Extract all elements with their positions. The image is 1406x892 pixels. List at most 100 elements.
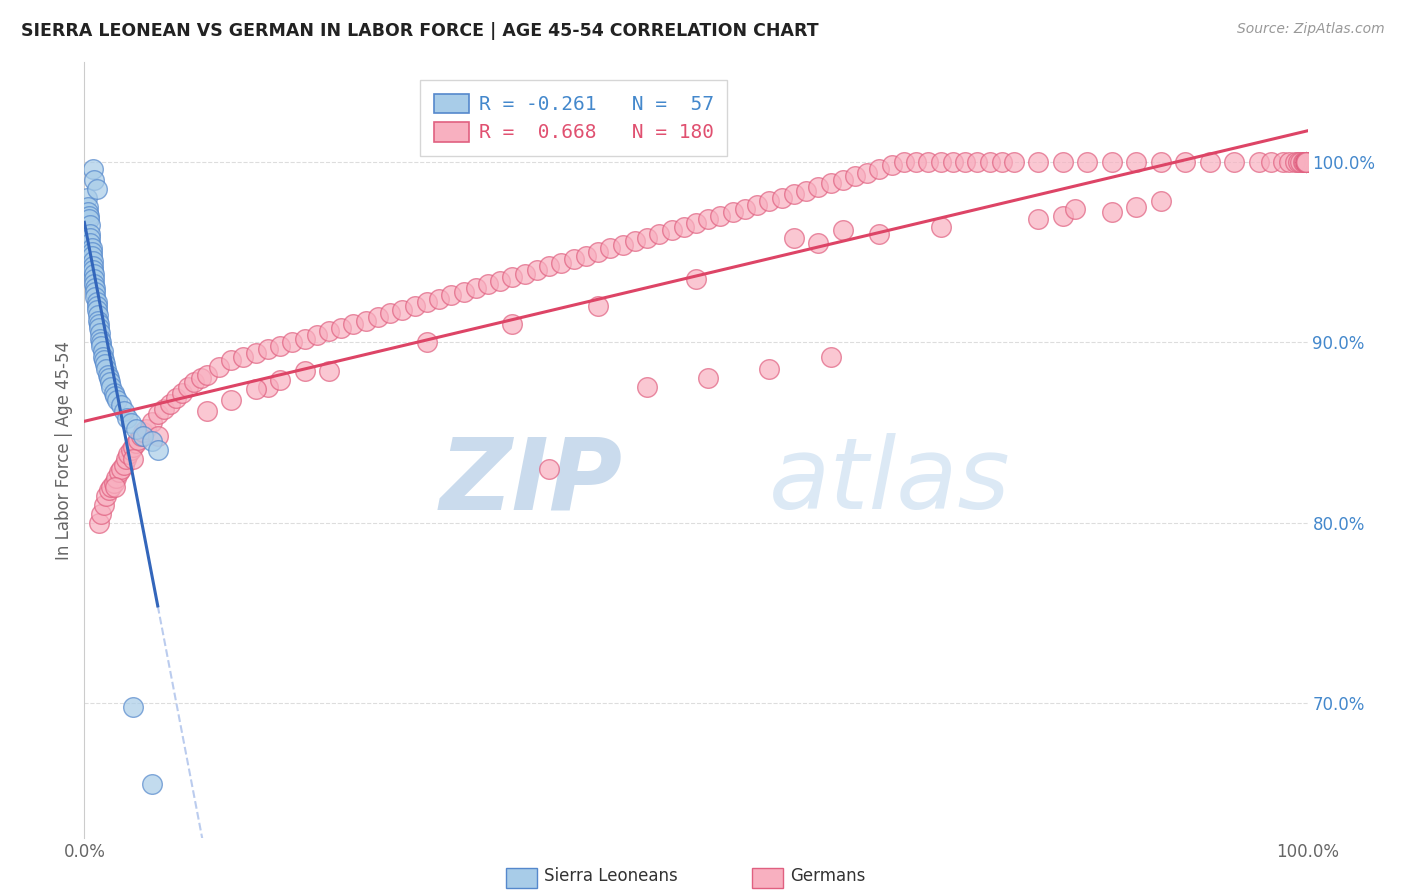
Point [342,317,364,331]
Point [86,299,108,313]
Point [1295,154,1317,169]
Point [83,173,105,187]
Point [844,169,866,183]
Point [685,272,707,286]
Point [91,350,114,364]
Point [869,161,891,176]
Point [77,209,100,223]
Point [526,263,548,277]
Point [153,401,176,416]
Point [100,380,122,394]
Point [86,182,108,196]
Point [90,335,112,350]
Point [159,396,181,410]
Point [79,227,101,241]
Point [856,165,879,179]
Point [1295,154,1317,169]
Point [129,429,152,443]
Point [1295,154,1317,169]
Point [79,230,101,244]
Point [87,313,110,327]
Point [1295,154,1317,169]
Point [697,212,720,227]
Point [1284,154,1306,169]
Point [721,205,744,219]
Point [1286,154,1309,169]
Point [132,429,155,443]
Point [770,191,793,205]
Point [1174,154,1197,169]
Point [831,223,853,237]
Point [820,350,842,364]
Point [1223,154,1246,169]
Point [453,285,475,299]
Point [477,277,499,292]
Point [794,184,817,198]
Point [1278,154,1301,169]
Point [97,368,120,382]
Point [758,194,780,209]
Point [1150,194,1173,209]
Point [82,263,104,277]
Point [94,357,117,371]
Point [305,328,328,343]
Point [354,313,377,327]
Point [269,373,291,387]
Point [257,380,280,394]
Point [942,154,965,169]
Point [1101,154,1123,169]
Point [105,392,128,407]
Point [440,288,463,302]
Point [84,290,107,304]
Point [330,320,353,334]
Point [83,277,105,292]
Point [183,375,205,389]
Point [80,244,103,259]
Point [177,380,200,394]
Point [80,241,103,255]
Text: Sierra Leoneans: Sierra Leoneans [544,867,678,885]
Point [464,281,486,295]
Point [100,479,122,493]
Point [77,200,100,214]
Point [87,516,110,530]
Point [661,223,683,237]
Point [86,295,108,310]
Point [966,154,988,169]
Point [1295,154,1317,169]
Point [831,173,853,187]
Point [141,777,163,791]
Point [1076,154,1098,169]
Point [1292,154,1315,169]
Text: SIERRA LEONEAN VS GERMAN IN LABOR FORCE | AGE 45-54 CORRELATION CHART: SIERRA LEONEAN VS GERMAN IN LABOR FORCE … [21,22,818,40]
Point [550,256,572,270]
Point [93,353,115,368]
Point [991,154,1014,169]
Point [1150,154,1173,169]
Point [513,267,536,281]
Point [1028,154,1050,169]
Point [624,234,647,248]
Point [122,440,145,454]
Point [820,177,842,191]
Point [747,198,769,212]
Point [1295,154,1317,169]
Point [869,227,891,241]
Point [107,465,129,479]
Point [612,237,634,252]
Point [1292,154,1315,169]
Point [538,461,561,475]
Point [979,154,1001,169]
Point [135,422,157,436]
Point [83,272,105,286]
Text: Source: ZipAtlas.com: Source: ZipAtlas.com [1237,22,1385,37]
Point [1272,154,1295,169]
Point [120,417,142,431]
Point [141,415,163,429]
Point [104,479,127,493]
Point [195,403,218,417]
Text: Germans: Germans [790,867,866,885]
Point [93,498,115,512]
Point [219,392,242,407]
Point [367,310,389,324]
